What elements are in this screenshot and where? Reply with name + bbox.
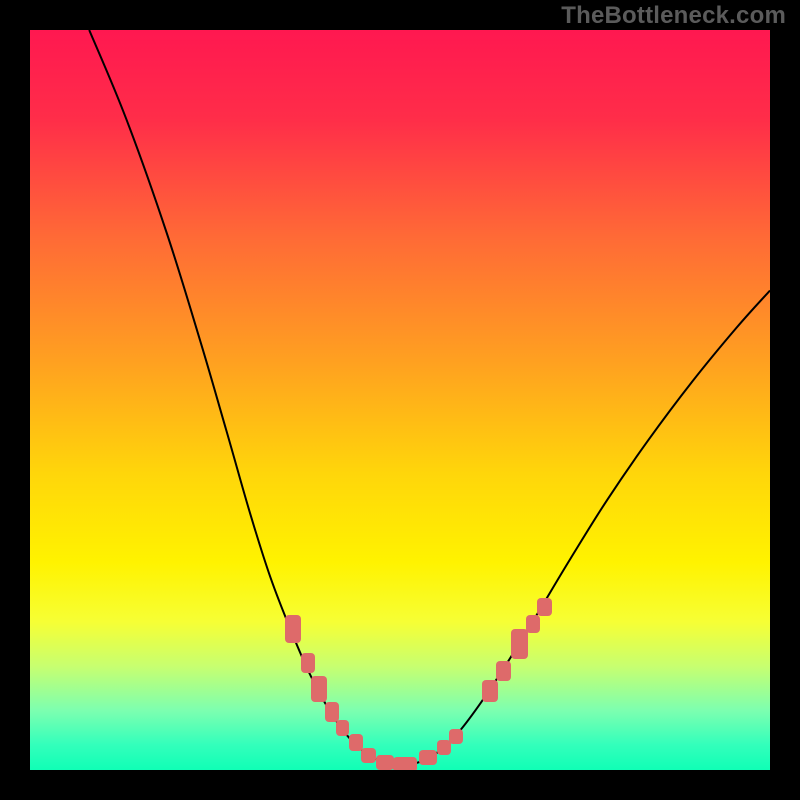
chart-frame (30, 30, 770, 770)
data-marker (419, 750, 437, 765)
chart-svg (30, 30, 770, 770)
data-marker (393, 757, 417, 770)
data-marker (336, 720, 349, 736)
data-marker (285, 615, 301, 643)
data-marker (301, 653, 315, 673)
data-marker (511, 629, 528, 659)
data-marker (361, 748, 376, 763)
data-marker (376, 755, 394, 770)
bottleneck-curve (89, 30, 770, 765)
data-marker (526, 615, 540, 633)
outer-black-frame: TheBottleneck.com (0, 0, 800, 800)
data-marker (496, 661, 511, 681)
data-marker (482, 680, 498, 702)
watermark-text: TheBottleneck.com (561, 2, 786, 30)
data-marker (537, 598, 552, 616)
data-marker (325, 702, 339, 722)
data-marker (311, 676, 327, 702)
data-marker (349, 734, 363, 751)
data-marker (449, 729, 463, 744)
data-marker (437, 740, 451, 755)
